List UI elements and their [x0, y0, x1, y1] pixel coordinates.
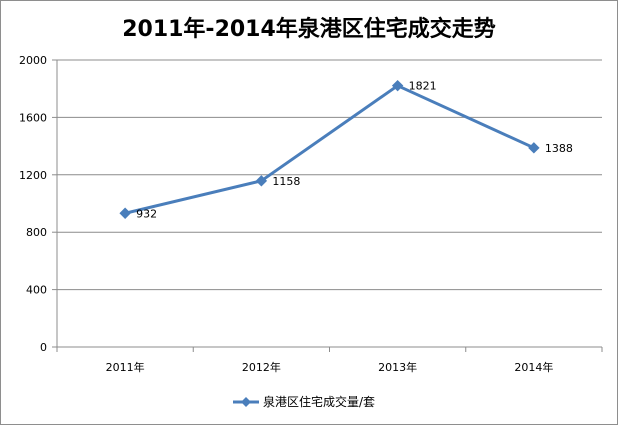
data-labels: 932 1158 1821 1388: [136, 80, 573, 221]
gridlines: [57, 59, 602, 291]
series-layer: [119, 79, 540, 219]
data-point-2012年: [255, 175, 268, 187]
data-label-2013年: 1821: [409, 80, 437, 93]
tick-labels: 0 400 800 1200 1600 2000 2011年 2012年 2013年 2014年: [19, 54, 553, 374]
legend: 泉港区住宅成交量/套: [233, 394, 375, 409]
data-label-2011年: 932: [136, 207, 157, 220]
y-tick-label-1600: 1600: [19, 111, 47, 124]
data-label-2012年: 1158: [272, 175, 300, 188]
x-tick-label-2014年: 2014年: [514, 360, 553, 374]
data-label-2014年: 1388: [545, 142, 573, 155]
legend-label: 泉港区住宅成交量/套: [263, 394, 375, 409]
y-tick-label-0: 0: [40, 341, 47, 354]
axes: [52, 59, 603, 352]
y-tick-label-400: 400: [26, 284, 47, 297]
x-tick-label-2011年: 2011年: [106, 360, 145, 374]
data-point-2014年: [528, 142, 540, 154]
y-tick-label-800: 800: [26, 226, 47, 239]
x-tick-label-2013年: 2013年: [378, 360, 417, 374]
y-tick-label-1200: 1200: [19, 169, 47, 182]
y-tick-label-2000: 2000: [19, 54, 47, 67]
series-line-0: [124, 84, 535, 215]
data-point-2011年: [119, 207, 131, 219]
data-point-2013年: [391, 79, 404, 92]
legend-diamond-marker: [241, 397, 251, 407]
chart-title: 2011年-2014年泉港区住宅成交走势: [122, 16, 496, 42]
x-tick-label-2012年: 2012年: [242, 360, 281, 374]
